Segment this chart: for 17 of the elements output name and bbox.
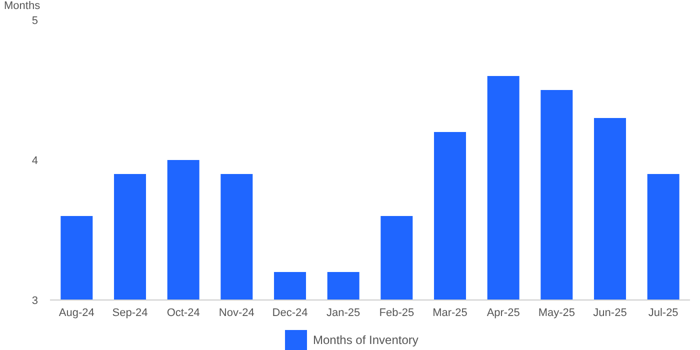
y-tick-label: 4 [32, 154, 38, 167]
x-tick-label: Jan-25 [326, 307, 360, 319]
x-tick-label: Nov-24 [218, 307, 254, 319]
x-tick-label: Jun-25 [593, 307, 627, 319]
y-tick-label: 5 [32, 14, 38, 27]
x-tick-label: Aug-24 [58, 307, 94, 319]
x-tick-label: Dec-24 [272, 307, 308, 319]
x-tick-label: Oct-24 [166, 307, 200, 319]
legend-label: Months of Inventory [313, 333, 418, 348]
x-tick-label: Jul-25 [648, 307, 678, 319]
x-tick-label: May-25 [538, 307, 576, 319]
x-tick-label: Feb-25 [379, 307, 414, 319]
y-axis-title: Months [4, 0, 41, 12]
x-tick-label: Sep-24 [112, 307, 148, 319]
y-tick-label: 3 [32, 294, 38, 307]
x-tick-label: Mar-25 [432, 307, 468, 319]
x-tick-label: Apr-25 [486, 307, 520, 319]
